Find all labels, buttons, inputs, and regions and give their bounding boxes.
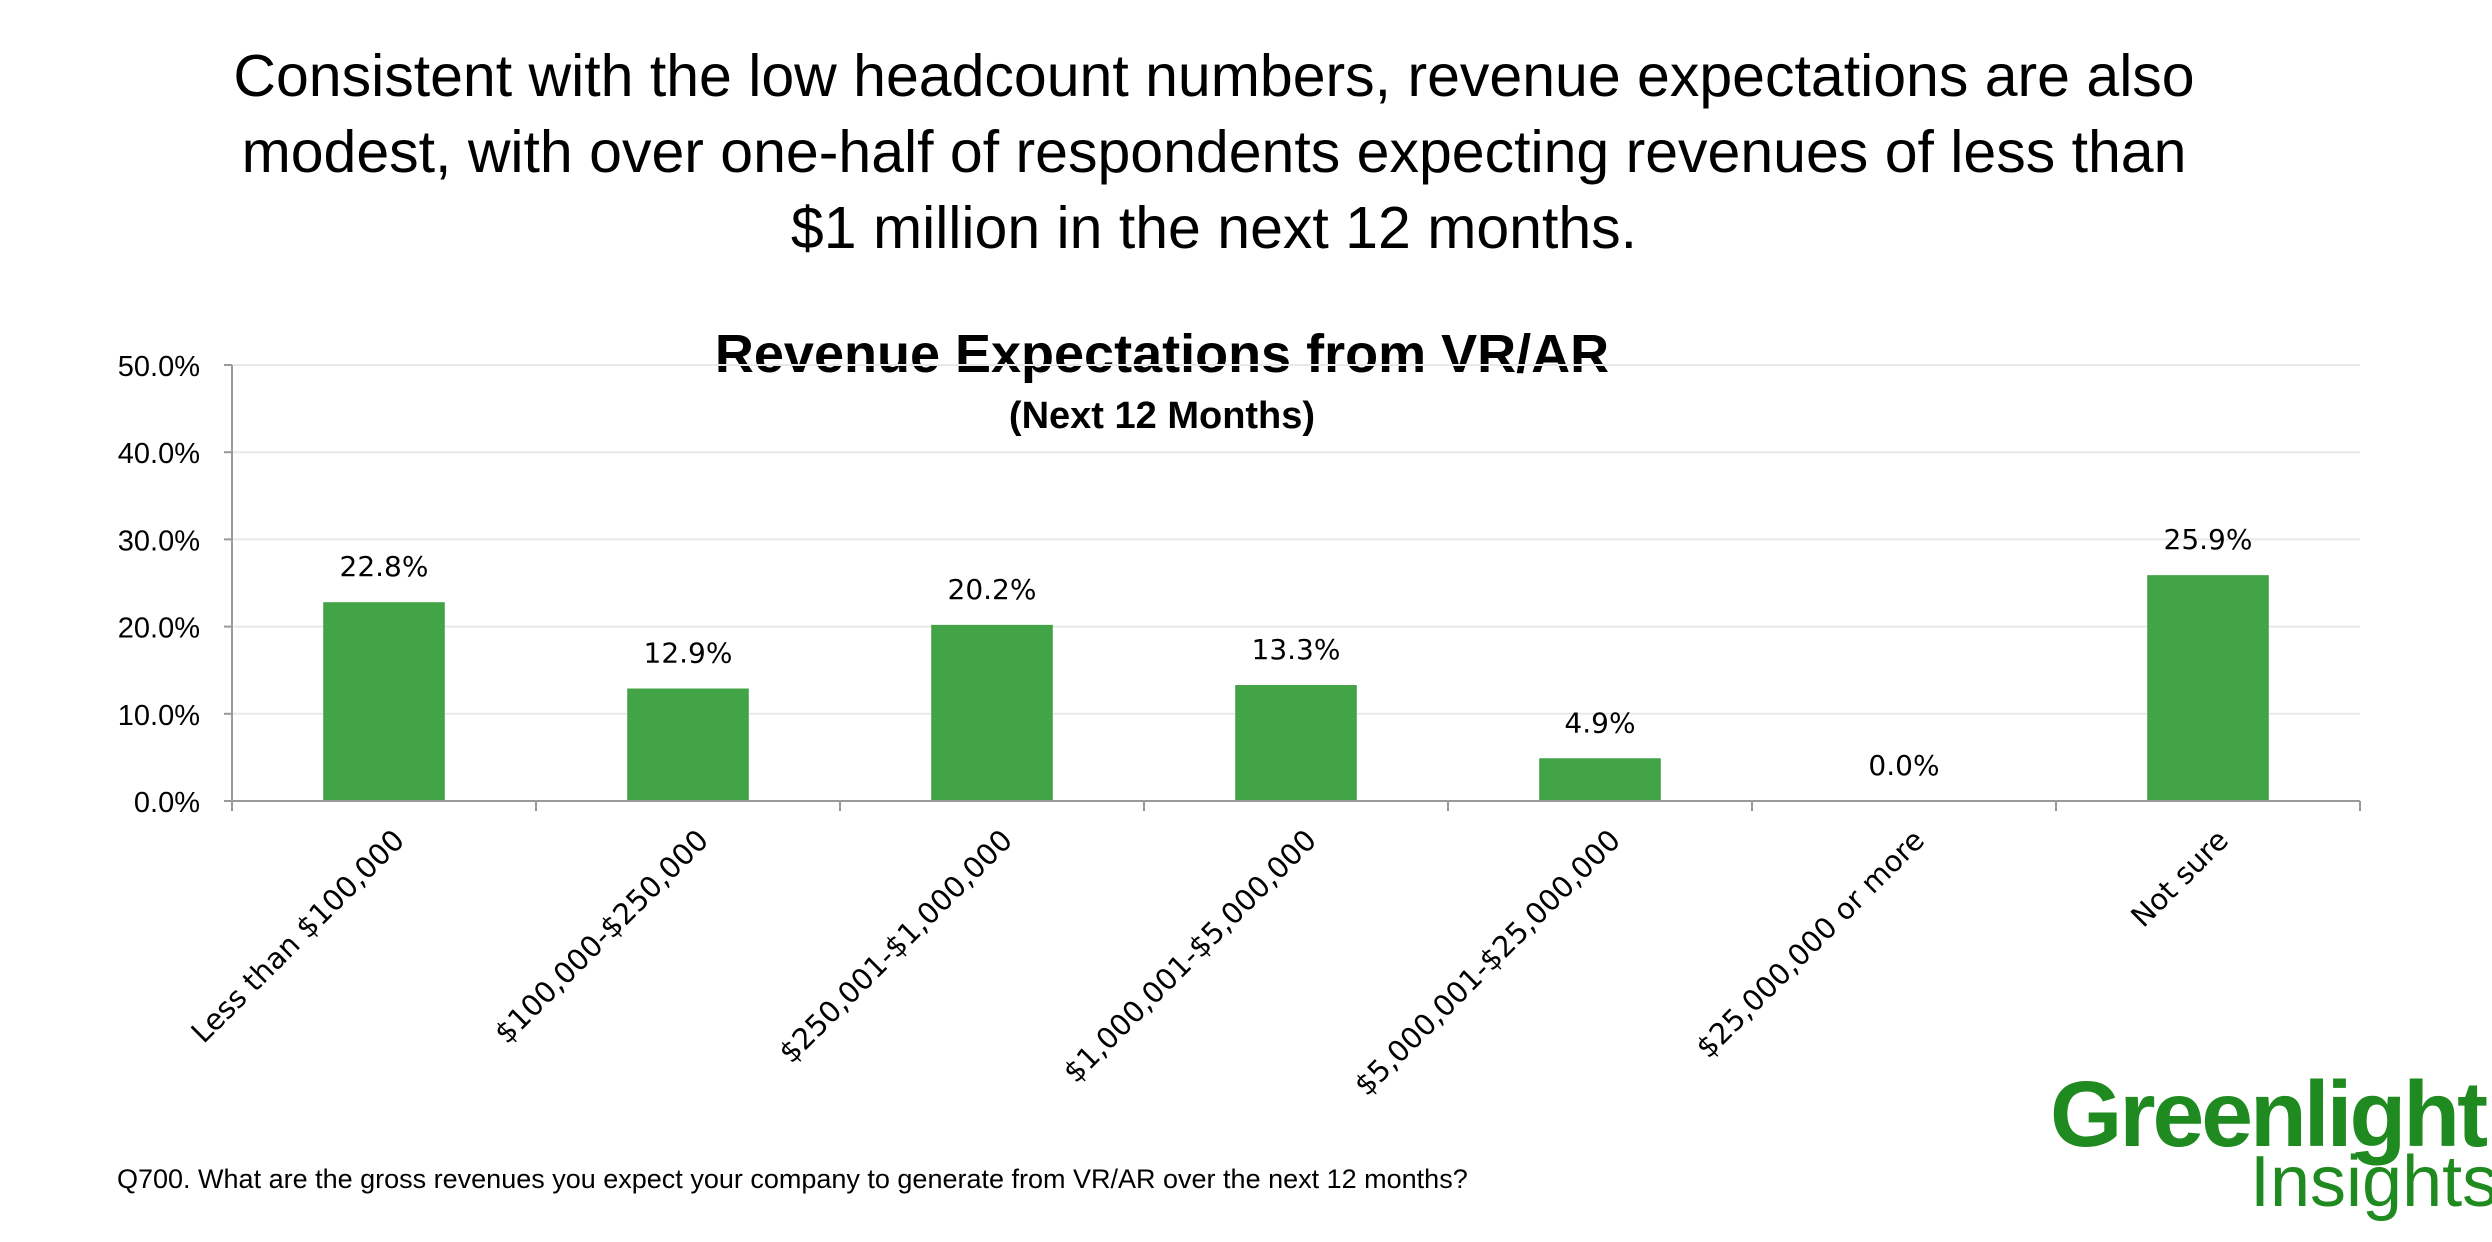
y-tick-label: 0.0% (134, 787, 200, 819)
bar (2147, 575, 2269, 801)
x-tick-label: $5,000,001-$25,000,000 (1348, 823, 1627, 1102)
y-tick-label: 50.0% (118, 351, 200, 383)
bar-value-label: 20.2% (948, 573, 1037, 606)
bar (1539, 758, 1661, 801)
x-tick-label: Less than $100,000 (184, 823, 411, 1050)
chart-title: Revenue Expectations from VR/AR (715, 324, 1609, 384)
y-tick-label: 30.0% (118, 525, 200, 557)
headline-line-3: $1 million in the next 12 months. (790, 195, 1638, 261)
x-tick-label: $250,001-$1,000,000 (772, 823, 1019, 1070)
x-tick-label: $1,000,001-$5,000,000 (1057, 823, 1323, 1089)
x-tick-label: $25,000,000 or more (1689, 823, 1931, 1065)
logo-insights-text: Insights (2250, 1142, 2492, 1222)
y-tick-label: 20.0% (118, 613, 200, 645)
bars (323, 575, 2269, 801)
bar-value-label: 13.3% (1252, 633, 1341, 666)
bar-value-label: 22.8% (340, 550, 429, 583)
y-tick-label: 40.0% (118, 438, 200, 470)
bar-value-label: 12.9% (644, 637, 733, 670)
greenlight-insights-logo: Greenlight Insights (2050, 1068, 2492, 1219)
bar (323, 602, 445, 801)
axes (224, 364, 2361, 811)
x-tick-label: Not sure (2124, 823, 2235, 934)
bar (931, 624, 1053, 801)
chart-subtitle: (Next 12 Months) (1009, 395, 1315, 437)
bar (627, 688, 749, 801)
bar-value-label: 4.9% (1564, 706, 1635, 739)
slide-headline: Consistent with the low headcount number… (80, 38, 2348, 266)
x-tick-label: $100,000-$250,000 (488, 823, 715, 1050)
survey-question-footnote: Q700. What are the gross revenues you ex… (117, 1164, 1468, 1194)
y-tick-label: 10.0% (118, 700, 200, 732)
bar-value-label: 25.9% (2164, 523, 2253, 556)
gridlines (232, 364, 2360, 715)
headline-line-2: modest, with over one-half of respondent… (241, 119, 2187, 185)
logo-greenlight-text: Greenlight (2050, 1062, 2488, 1166)
headline-line-1: Consistent with the low headcount number… (233, 43, 2195, 109)
bar (1235, 685, 1357, 801)
bar-value-label: 0.0% (1868, 749, 1939, 782)
